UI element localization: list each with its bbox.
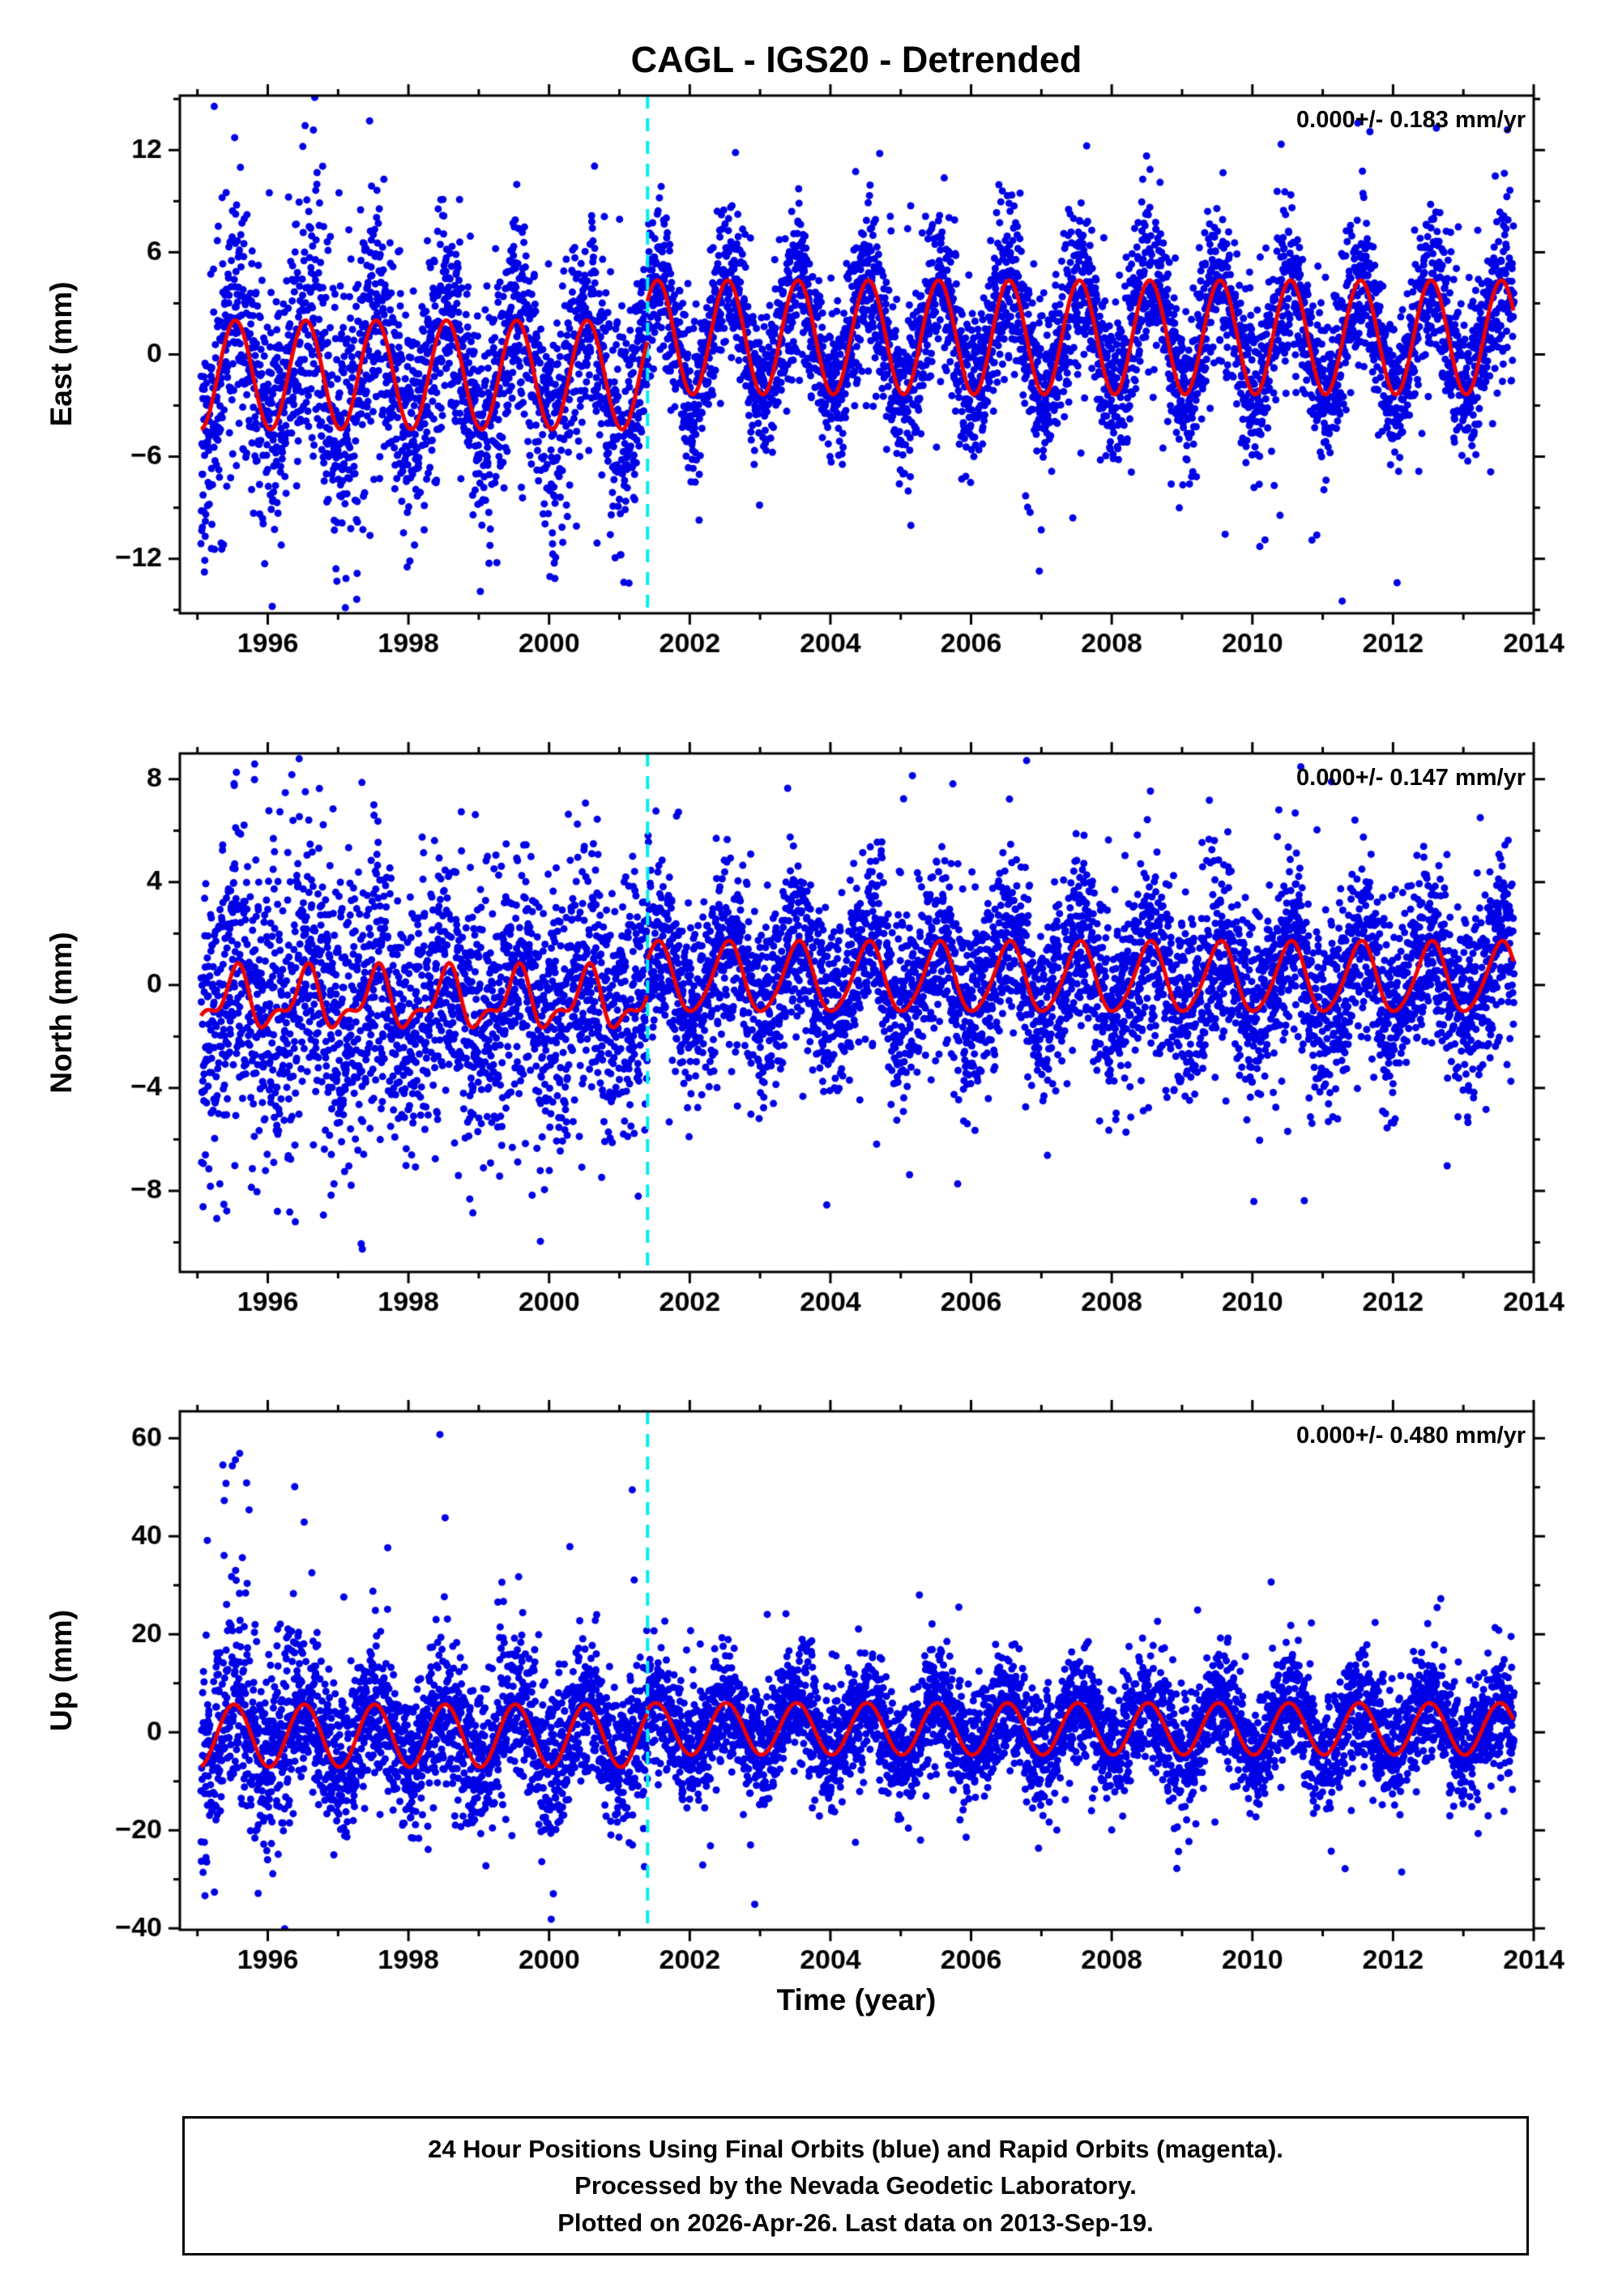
- footer-line-processed: Processed by the Nevada Geodetic Laborat…: [574, 2171, 1137, 2200]
- x-axis-label: Time (year): [776, 1983, 937, 2016]
- footer-line-orbits: 24 Hour Positions Using Final Orbits (bl…: [428, 2134, 1283, 2163]
- north-rate-annotation: 0.000+/- 0.147 mm/yr: [1296, 765, 1526, 791]
- east-rate-annotation: 0.000+/- 0.183 mm/yr: [1296, 107, 1526, 133]
- up-rate-annotation: 0.000+/- 0.480 mm/yr: [1296, 1423, 1526, 1449]
- footer-line-dates: Plotted on 2026-Apr-26. Last data on 201…: [557, 2208, 1154, 2237]
- north-axis-label: North (mm): [45, 932, 78, 1094]
- footer-box: 24 Hour Positions Using Final Orbits (bl…: [182, 2116, 1529, 2255]
- east-axis-label: East (mm): [45, 281, 78, 427]
- chart-title: CAGL - IGS20 - Detrended: [630, 39, 1082, 80]
- up-axis-label: Up (mm): [45, 1609, 78, 1732]
